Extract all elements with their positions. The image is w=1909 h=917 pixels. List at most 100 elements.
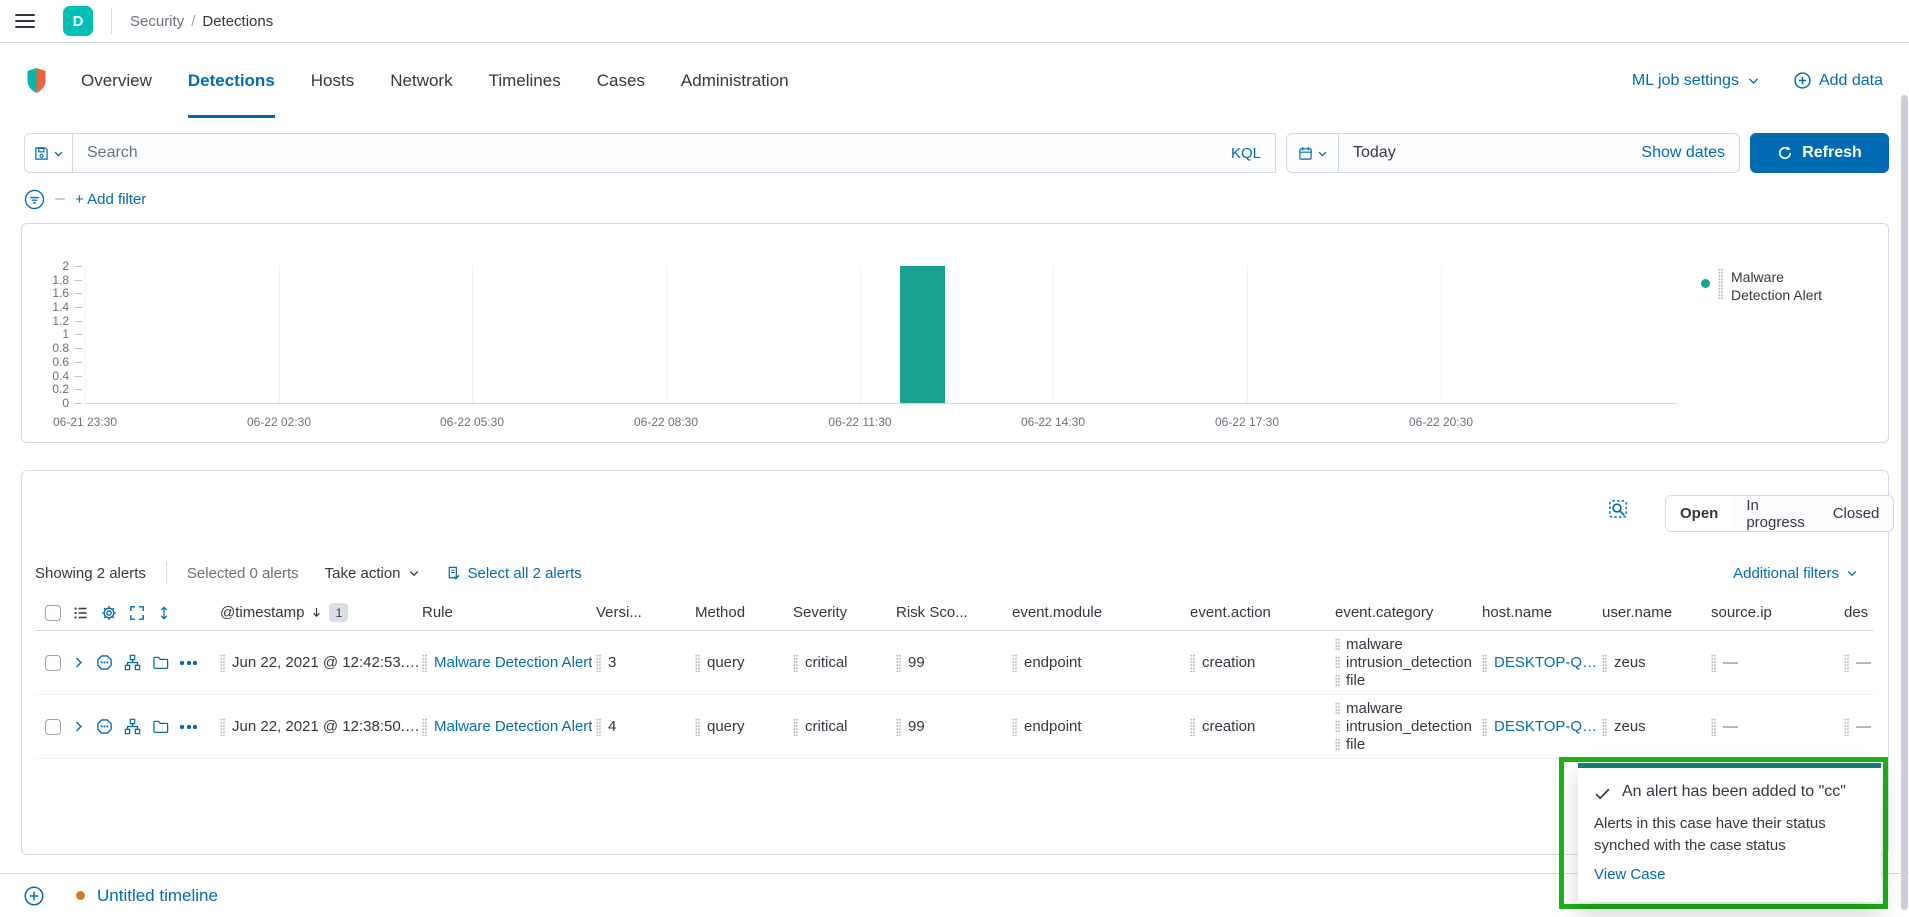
fullscreen-icon[interactable]: [129, 605, 145, 621]
column-header-risk-score[interactable]: Risk Sco...: [896, 604, 1012, 621]
drag-handle: [1335, 702, 1340, 715]
column-label: Rule: [422, 604, 453, 621]
column-header-user-name[interactable]: user.name: [1602, 604, 1711, 621]
investigate-in-timeline-icon[interactable]: [124, 718, 141, 735]
field-browser-icon[interactable]: [73, 605, 89, 621]
x-tick: 06-22 02:30: [246, 415, 312, 429]
rule-link[interactable]: Malware Detection Alert: [434, 718, 593, 735]
add-to-case-folder-icon[interactable]: [152, 718, 169, 735]
select-all-label: Select all 2 alerts: [467, 564, 582, 582]
y-tick: 0: [22, 397, 82, 409]
timeline-add-icon[interactable]: [24, 886, 44, 906]
rule-link[interactable]: Malware Detection Alert: [434, 654, 593, 671]
tab-cases[interactable]: Cases: [596, 70, 645, 90]
additional-filters-label: Additional filters: [1733, 564, 1839, 582]
tab-administration[interactable]: Administration: [680, 70, 789, 90]
column-header-event-category[interactable]: event.category: [1335, 604, 1482, 621]
histogram-bar[interactable]: [900, 266, 945, 403]
column-header-source-ip[interactable]: source.ip: [1711, 604, 1844, 621]
untitled-timeline-button[interactable]: Untitled timeline: [97, 885, 218, 905]
analyze-event-icon[interactable]: [96, 654, 113, 671]
expand-row-icon[interactable]: [72, 656, 85, 669]
status-filter-in-progress[interactable]: In progress: [1746, 496, 1805, 531]
drag-handle: [1844, 653, 1849, 672]
filter-menu-icon[interactable]: [24, 189, 45, 210]
page-scrollbar[interactable]: [1901, 95, 1908, 910]
query-language-button[interactable]: KQL: [1230, 144, 1261, 162]
column-label: source.ip: [1711, 604, 1772, 621]
status-filter-closed[interactable]: Closed: [1832, 505, 1880, 522]
column-header-version[interactable]: Versi...: [596, 604, 695, 621]
filter-divider: [55, 198, 65, 200]
column-label: event.module: [1012, 604, 1103, 621]
view-case-link[interactable]: View Case: [1594, 866, 1666, 883]
inspect-icon[interactable]: [1608, 499, 1628, 519]
space-badge[interactable]: D: [63, 6, 93, 36]
saved-query-menu-button[interactable]: [24, 133, 73, 173]
column-header-severity[interactable]: Severity: [793, 604, 896, 621]
y-tick: 0.8: [22, 342, 82, 354]
ml-job-settings-button[interactable]: ML job settings: [1632, 72, 1760, 90]
add-filter-button[interactable]: + Add filter: [75, 190, 147, 208]
legend-item[interactable]: Malware Detection Alert: [1701, 268, 1843, 304]
column-header-event-action[interactable]: event.action: [1190, 604, 1335, 621]
refresh-icon: [1779, 146, 1792, 160]
breadcrumb-security[interactable]: Security: [130, 12, 185, 30]
cell-event-category: malware intrusion_detection file: [1335, 636, 1482, 689]
row-checkbox[interactable]: [45, 654, 61, 671]
column-header-rule[interactable]: Rule: [422, 604, 596, 621]
drag-handle: [1718, 268, 1723, 300]
tab-network[interactable]: Network: [390, 70, 453, 90]
take-action-button[interactable]: Take action: [325, 565, 420, 582]
cell-version: 4: [596, 717, 695, 736]
column-label: event.category: [1335, 604, 1434, 621]
save-icon: [34, 146, 48, 160]
status-filter-open[interactable]: Open: [1666, 496, 1733, 531]
query-bar: KQL Today Show dates Refresh: [24, 133, 1889, 173]
more-actions-icon[interactable]: [180, 660, 197, 665]
column-header-host-name[interactable]: host.name: [1482, 604, 1602, 621]
timeline-status-dot: [76, 891, 85, 900]
search-input[interactable]: [73, 144, 1231, 162]
column-label: host.name: [1482, 604, 1553, 621]
gear-icon[interactable]: [101, 605, 117, 621]
refresh-button[interactable]: Refresh: [1750, 133, 1889, 173]
host-link[interactable]: DESKTOP-QBB...: [1494, 718, 1602, 735]
add-to-case-folder-icon[interactable]: [152, 654, 169, 671]
show-dates-button[interactable]: Show dates: [1641, 144, 1725, 161]
breadcrumb-detections: Detections: [202, 12, 274, 30]
row-checkbox[interactable]: [45, 718, 61, 735]
tab-overview[interactable]: Overview: [81, 70, 152, 90]
date-range-value[interactable]: Today: [1353, 144, 1396, 161]
more-actions-icon[interactable]: [180, 724, 197, 729]
select-all-alerts-button[interactable]: Select all 2 alerts: [446, 565, 582, 582]
drag-handle: [1482, 653, 1487, 672]
alerts-table-panel: Open In progress Closed Showing 2 alerts…: [21, 470, 1895, 855]
alert-status-filter-group: Open In progress Closed: [1665, 495, 1895, 532]
column-header-method[interactable]: Method: [695, 604, 793, 621]
column-header-destination[interactable]: des: [1844, 604, 1874, 621]
expand-row-icon[interactable]: [72, 720, 85, 733]
menu-icon[interactable]: [15, 14, 35, 28]
chevron-down-icon: [54, 151, 62, 156]
tab-timelines[interactable]: Timelines: [488, 70, 561, 90]
investigate-in-timeline-icon[interactable]: [124, 654, 141, 671]
add-data-button[interactable]: Add data: [1794, 72, 1883, 90]
tab-detections[interactable]: Detections: [187, 43, 275, 118]
select-all-checkbox[interactable]: [45, 604, 61, 621]
sort-fields-icon[interactable]: [157, 605, 171, 621]
toast-title: An alert has been added to "cc": [1622, 783, 1846, 800]
sort-desc-icon: [313, 608, 321, 618]
drag-handle: [896, 717, 901, 736]
drag-handle: [1602, 717, 1607, 736]
pages-select-icon: [448, 566, 460, 580]
host-link[interactable]: DESKTOP-QBB...: [1494, 654, 1602, 671]
additional-filters-button[interactable]: Additional filters: [1733, 565, 1858, 582]
cell-event-module: endpoint: [1012, 653, 1190, 672]
tab-hosts[interactable]: Hosts: [310, 70, 355, 90]
column-header-timestamp[interactable]: @timestamp 1: [220, 603, 422, 622]
date-quick-menu-button[interactable]: [1287, 134, 1339, 172]
column-header-event-module[interactable]: event.module: [1012, 604, 1190, 621]
analyze-event-icon[interactable]: [96, 718, 113, 735]
cell-host-name: DESKTOP-QBB...: [1482, 717, 1602, 736]
